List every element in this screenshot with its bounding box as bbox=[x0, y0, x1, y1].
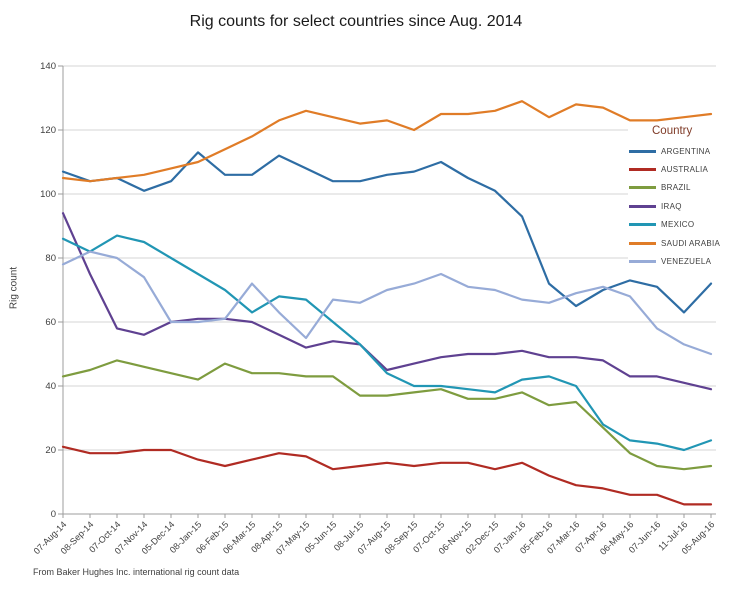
y-tick-label: 0 bbox=[51, 509, 56, 520]
legend: Country ARGENTINA AUSTRALIA BRAZIL IRAQ MEXI… bbox=[629, 125, 747, 271]
y-tick-label: 100 bbox=[40, 189, 56, 200]
legend-background bbox=[628, 124, 748, 272]
legend-label: SAUDI ARABIA bbox=[661, 238, 721, 248]
series-line-venezuela bbox=[61, 250, 713, 356]
legend-swatch bbox=[629, 186, 656, 190]
y-axis: 0 20 40 60 80 100 120 140 bbox=[40, 61, 64, 520]
legend-item-brazil: BRAZIL bbox=[629, 179, 747, 197]
legend-swatch bbox=[629, 149, 656, 153]
legend-label: MEXICO bbox=[661, 220, 695, 230]
legend-label: ARGENTINA bbox=[661, 146, 711, 156]
y-tick-label: 60 bbox=[45, 317, 56, 328]
y-tick-label: 120 bbox=[40, 125, 56, 136]
legend-swatch bbox=[629, 260, 656, 264]
series-line-brazil bbox=[61, 359, 713, 471]
chart-title: Rig counts for select countries since Au… bbox=[189, 13, 523, 30]
legend-label: IRAQ bbox=[661, 201, 682, 211]
legend-swatch bbox=[629, 223, 656, 227]
y-tick-label: 40 bbox=[45, 381, 56, 392]
legend-item-mexico: MEXICO bbox=[629, 216, 747, 234]
series-line-iraq bbox=[61, 212, 713, 391]
legend-item-iraq: IRAQ bbox=[629, 197, 747, 215]
legend-label: BRAZIL bbox=[661, 183, 691, 193]
legend-item-argentina: ARGENTINA bbox=[629, 142, 747, 160]
legend-items: ARGENTINA AUSTRALIA BRAZIL IRAQ MEXICO SAUDI … bbox=[629, 142, 747, 271]
legend-item-saudi-arabia: SAUDI ARABIA bbox=[629, 234, 747, 252]
series-line-argentina bbox=[61, 151, 713, 314]
legend-swatch bbox=[629, 204, 656, 208]
legend-title: Country bbox=[652, 125, 693, 137]
source-note: From Baker Hughes Inc. international rig… bbox=[33, 567, 240, 577]
series-line-australia bbox=[61, 445, 713, 506]
legend-swatch bbox=[629, 168, 656, 172]
legend-swatch bbox=[629, 241, 656, 245]
legend-label: AUSTRALIA bbox=[661, 165, 709, 175]
series-line-mexico bbox=[61, 234, 713, 452]
legend-item-australia: AUSTRALIA bbox=[629, 160, 747, 178]
y-tick-label: 80 bbox=[45, 253, 56, 264]
y-tick-label: 20 bbox=[45, 445, 56, 456]
legend-label: VENEZUELA bbox=[661, 257, 712, 267]
x-axis: 07-Aug-1408-Sep-1407-Oct-1407-Nov-1405-D… bbox=[32, 513, 716, 557]
y-tick-label: 140 bbox=[40, 61, 56, 72]
series-line-saudi-arabia bbox=[61, 100, 713, 183]
legend-item-venezuela: VENEZUELA bbox=[629, 252, 747, 270]
